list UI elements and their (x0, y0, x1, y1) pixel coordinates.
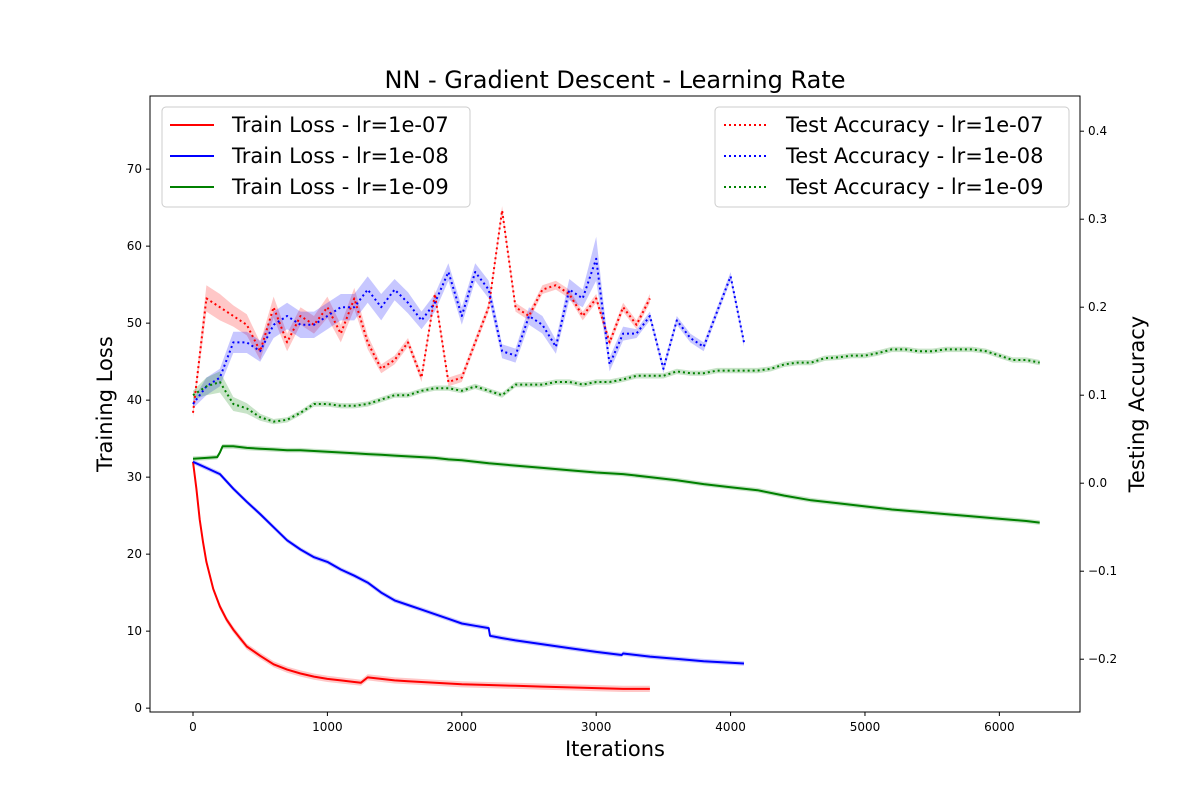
y-tick-label: 20 (127, 547, 142, 561)
x-tick-label: 2000 (447, 720, 478, 734)
legend-test-accuracy: Test Accuracy - lr=1e-07 Test Accuracy - … (714, 106, 1070, 208)
legend-label-train-1: Train Loss - lr=1e-07 (231, 113, 449, 137)
x-tick-label: 3000 (581, 720, 612, 734)
test-accuracy-band-3 (193, 346, 1040, 425)
y-tick-label: 70 (127, 162, 142, 176)
y2-tick-label: 0.4 (1088, 124, 1107, 138)
legend-label-test-2: Test Accuracy - lr=1e-08 (785, 144, 1043, 168)
legend-label-train-3: Train Loss - lr=1e-09 (231, 175, 449, 199)
y-tick-label: 0 (134, 701, 142, 715)
y-axis-right-label: Testing Accuracy (1125, 316, 1149, 493)
test-accuracy-line-test-accuracy-lr-1e-08 (192, 257, 745, 405)
y-tick-label: 50 (127, 316, 142, 330)
x-tick-label: 1000 (312, 720, 343, 734)
train-loss-line-train-loss-lr-1e-08 (192, 460, 745, 665)
y2-tick-label: −0.1 (1088, 564, 1117, 578)
legend-label-test-1: Test Accuracy - lr=1e-07 (785, 113, 1043, 137)
y-tick-label: 30 (127, 470, 142, 484)
x-axis-label: Iterations (565, 737, 665, 761)
x-tick-label: 5000 (850, 720, 881, 734)
y-tick-label: 10 (127, 624, 142, 638)
train-loss-band-3 (193, 444, 1040, 525)
y2-tick-label: 0.0 (1088, 476, 1107, 490)
x-tick-label: 4000 (715, 720, 746, 734)
x-axis-ticks: 0 1000 2000 3000 4000 5000 6000 (189, 712, 1015, 734)
y-tick-label: 40 (127, 393, 142, 407)
plot-frame (149, 95, 1081, 713)
y-axis-left-ticks: 0 10 20 30 40 50 60 70 (127, 162, 150, 715)
legend-left-frame (161, 106, 471, 208)
y-tick-label: 60 (127, 239, 142, 253)
chart-title: NN - Gradient Descent - Learning Rate (384, 66, 845, 94)
x-tick-label: 6000 (984, 720, 1015, 734)
y-axis-left-label: Training Loss (93, 336, 117, 473)
series-lines (192, 209, 1040, 690)
legend-train-loss: Train Loss - lr=1e-07 Train Loss - lr=1e-… (161, 106, 471, 208)
legend-label-test-3: Test Accuracy - lr=1e-09 (785, 175, 1043, 199)
y-axis-right-ticks: −0.2 −0.1 0.0 0.1 0.2 0.3 0.4 (1080, 124, 1117, 666)
test-accuracy-line-test-accuracy-lr-1e-09 (192, 348, 1040, 423)
train-loss-band-2 (193, 459, 744, 666)
legend-label-train-2: Train Loss - lr=1e-08 (231, 144, 449, 168)
x-tick-label: 0 (189, 720, 197, 734)
train-loss-line-train-loss-lr-1e-09 (192, 445, 1040, 524)
legend-right-frame (714, 106, 1070, 208)
y2-tick-label: 0.1 (1088, 388, 1107, 402)
y2-tick-label: 0.2 (1088, 300, 1107, 314)
test-accuracy-band-2 (193, 236, 744, 409)
y2-tick-label: −0.2 (1088, 652, 1117, 666)
y2-tick-label: 0.3 (1088, 212, 1107, 226)
train-loss-line-train-loss-lr-1e-07 (192, 461, 650, 690)
variance-bands (193, 206, 1040, 692)
test-accuracy-line-test-accuracy-lr-1e-07 (192, 209, 651, 413)
